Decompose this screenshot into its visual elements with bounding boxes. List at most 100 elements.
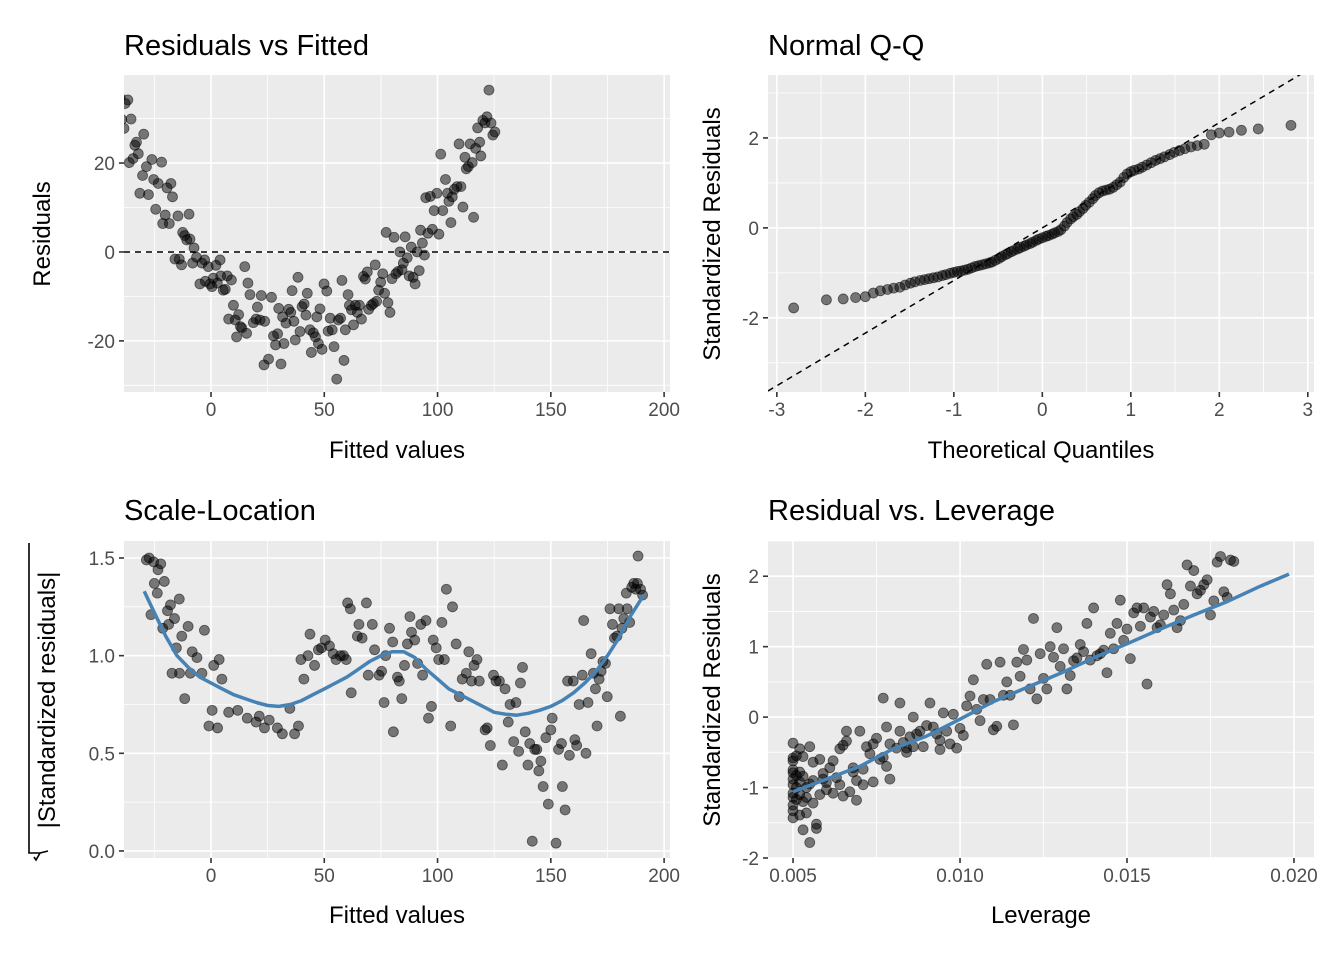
data-point [300, 309, 312, 321]
data-point [937, 707, 949, 719]
data-point [837, 293, 849, 305]
data-point [436, 617, 448, 628]
data-point [228, 299, 239, 311]
data-point [371, 295, 383, 307]
data-point [496, 759, 508, 771]
data-point [252, 301, 263, 313]
x-tick-label: 0.005 [769, 866, 817, 887]
data-point [545, 724, 557, 736]
data-point [821, 294, 832, 306]
data-point [353, 619, 365, 630]
data-point [531, 744, 543, 755]
data-point [212, 722, 223, 734]
panel-residuals-vs-fitted: Residuals vs Fitted Fitted values Residu… [29, 30, 680, 464]
chart-title: Residual vs. Leverage [768, 495, 1055, 527]
data-point [339, 324, 351, 336]
x-tick-label: 150 [535, 400, 567, 421]
data-point [213, 654, 225, 665]
data-point [399, 660, 410, 671]
y-tick-label: -2 [742, 309, 759, 330]
data-point [156, 156, 168, 168]
data-point [571, 740, 583, 751]
data-point [253, 710, 265, 722]
data-point [293, 720, 304, 732]
data-point [621, 603, 633, 615]
data-point [967, 674, 979, 686]
data-point [174, 667, 185, 679]
data-point [378, 697, 390, 708]
data-point [420, 615, 432, 626]
data-point [214, 254, 226, 266]
data-point [423, 712, 434, 724]
data-point [259, 722, 270, 734]
chart-title: Scale-Location [124, 495, 316, 527]
data-point [304, 628, 316, 640]
data-point [176, 259, 187, 271]
data-point [302, 650, 314, 662]
data-point [556, 738, 567, 749]
data-point [438, 654, 450, 665]
data-point [305, 347, 317, 358]
data-point [508, 736, 520, 747]
data-point [1021, 654, 1033, 666]
data-point [827, 787, 839, 799]
x-tick-label: 200 [648, 400, 680, 421]
data-point [148, 577, 160, 589]
y-tick-label: 0 [748, 219, 759, 240]
data-point [827, 755, 839, 767]
data-point [526, 835, 538, 847]
data-point [326, 324, 338, 336]
data-point [841, 725, 852, 737]
data-point [788, 302, 800, 314]
data-point [356, 632, 368, 644]
data-point [285, 307, 297, 318]
data-point [515, 677, 526, 689]
x-tick-label: 3 [1303, 400, 1314, 421]
data-point [871, 732, 882, 744]
data-point [1228, 556, 1240, 567]
data-point [384, 307, 396, 318]
data-point [601, 691, 613, 703]
data-point [437, 205, 449, 217]
reference-line [768, 75, 1301, 392]
data-point [353, 299, 365, 311]
data-point [376, 665, 387, 677]
data-point [233, 309, 245, 321]
data-point [1158, 609, 1170, 621]
data-point [1111, 618, 1123, 629]
data-point [556, 781, 568, 792]
x-tick-label: 2 [1214, 400, 1225, 421]
data-point [466, 157, 478, 168]
data-point [176, 630, 188, 642]
data-point [393, 675, 405, 687]
data-point [108, 91, 118, 101]
data-point [844, 786, 856, 798]
y-tick-label: 20 [94, 154, 115, 175]
data-point [1114, 594, 1126, 606]
data-point [369, 644, 380, 656]
data-point [857, 779, 869, 791]
data-point [440, 583, 452, 595]
data-point [1236, 124, 1247, 136]
data-point [431, 187, 443, 199]
marks [768, 75, 1301, 392]
data-point [263, 353, 274, 365]
data-point [321, 285, 333, 297]
data-point [382, 297, 394, 309]
data-point [276, 728, 288, 740]
data-point [191, 652, 203, 664]
data-point [957, 730, 969, 741]
y-axis-label: Standardized Residuals [699, 573, 726, 827]
data-point [614, 710, 626, 722]
data-point [138, 128, 150, 140]
data-point [419, 249, 430, 261]
data-point [864, 748, 876, 760]
data-point [801, 807, 812, 819]
x-tick-label: 150 [535, 866, 567, 887]
data-point [433, 228, 445, 240]
data-point [580, 747, 592, 759]
data-point [388, 231, 400, 243]
data-point [804, 837, 816, 848]
data-point [399, 231, 411, 243]
